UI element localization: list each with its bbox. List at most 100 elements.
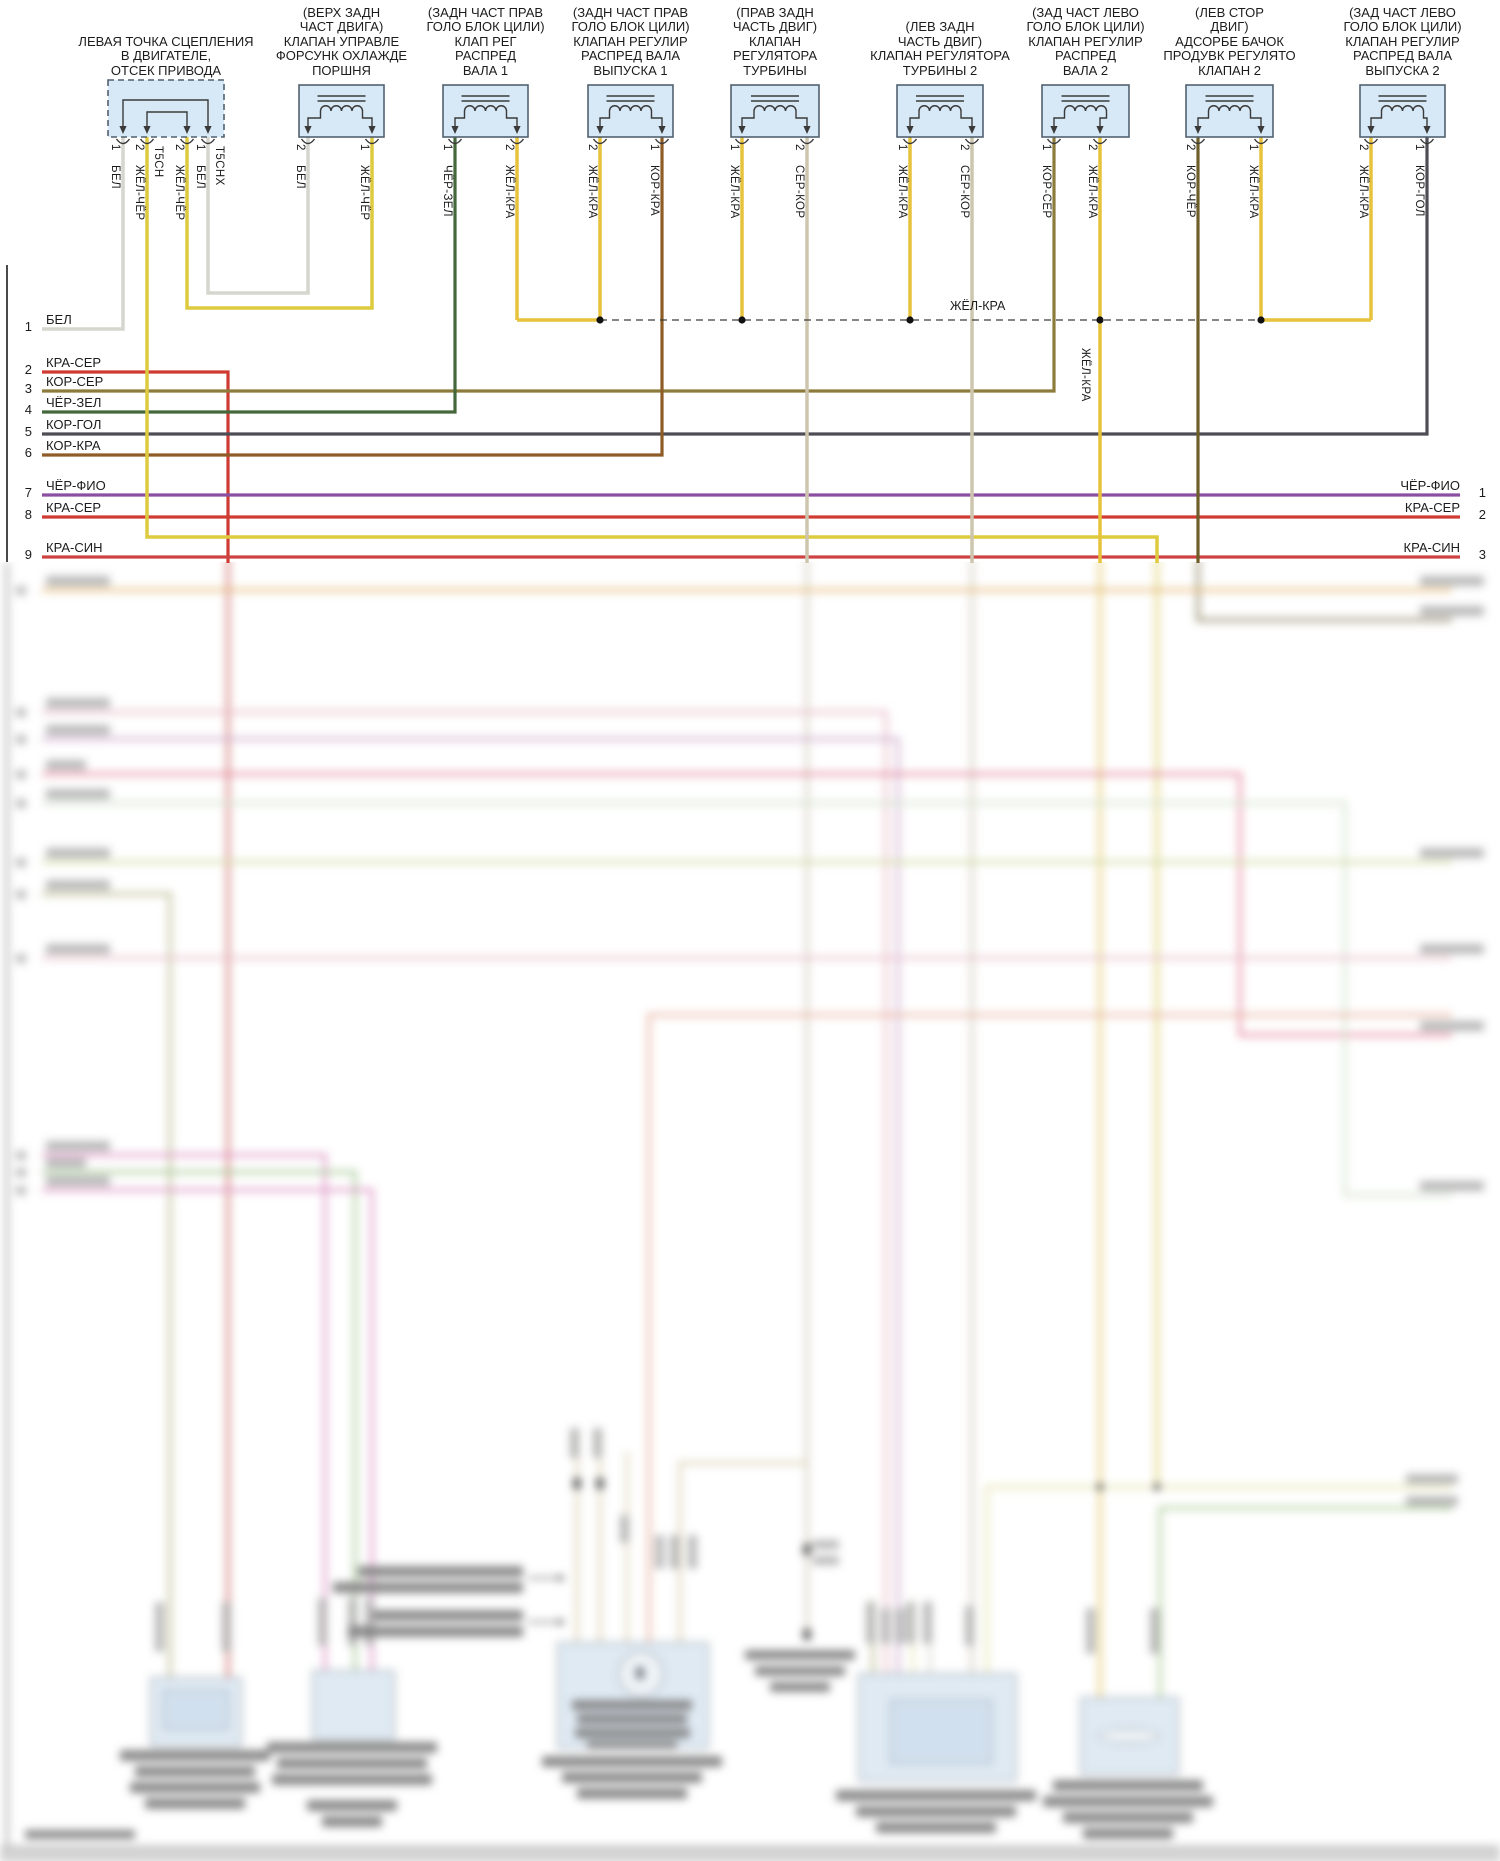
pin-arrow-icon: [119, 126, 127, 134]
blurred-wire-label: [46, 848, 110, 858]
connector-arc-icon: [1190, 138, 1206, 145]
blurred-wire-label: [1420, 576, 1484, 586]
blurred-wire: [1158, 1506, 1452, 1697]
wire-color-label: ЧЁР-ЗЕЛ: [441, 165, 453, 217]
blurred-text-line: [745, 1650, 855, 1660]
blurred-wire-label: [46, 789, 110, 799]
wire-color-label: ЖЁЛ-ЧЁР: [133, 165, 145, 221]
wire-color-label: БЕЛ: [109, 165, 121, 189]
bottom-connector-box: [312, 1670, 395, 1740]
component-title: (ПРАВ ЗАДН ЧАСТЬ ДВИГ) КЛАПАН РЕГУЛЯТОРА…: [732, 4, 818, 78]
left-row-wire-label: ЧЁР-ФИО: [46, 478, 106, 493]
pin-number: 1: [648, 144, 660, 151]
pin-number: 1: [109, 144, 121, 151]
coil-core-icon: [751, 95, 799, 102]
component-box: [107, 79, 225, 138]
component-title: (ЛЕВ СТОР ДВИГ) АДСОРБЕ БАЧОК ПРОДУВК РЕ…: [1163, 4, 1296, 78]
blurred-text-line: [358, 1566, 523, 1577]
pin-number: 2: [294, 144, 306, 151]
wire-KOR_GOL: [42, 137, 1429, 436]
connector-arc-icon: [799, 138, 815, 145]
sensor-symbol-icon: [1098, 1728, 1160, 1744]
connector-arc-icon: [1092, 138, 1108, 145]
annotation-arrowhead-icon: [558, 1574, 566, 1582]
wire-color-label: КОР-ГОЛ: [1413, 165, 1425, 217]
blurred-wire: [678, 1461, 807, 1642]
right-row-wire-label: КРА-СИН: [1403, 540, 1461, 555]
left-row-wire-label: КОР-ГОЛ: [46, 417, 102, 432]
component-title: (ЗАД ЧАСТ ЛЕВО ГОЛО БЛОК ЦИЛИ) КЛАПАН РЕ…: [1026, 4, 1145, 78]
pin-arrow-icon: [204, 126, 212, 134]
connector-arc-icon: [1046, 138, 1062, 145]
blurred-text-line: [1043, 1796, 1213, 1807]
left-row-number: 5: [24, 424, 32, 439]
blurred-wire: [647, 1013, 1452, 1642]
blurred-text-line: [307, 1800, 397, 1811]
blurred-wire-label: [46, 1176, 110, 1186]
blurred-wire-label: [46, 760, 86, 770]
pin-arrow-icon: [143, 126, 151, 134]
blurred-wire-label: [1420, 1021, 1484, 1031]
left-row-wire-label: КОР-КРА: [46, 438, 101, 453]
blurred-text-line: [575, 1728, 690, 1738]
blurred-wire-label: [348, 1598, 357, 1646]
pin-number: 1: [1413, 144, 1425, 151]
pin-number: 2: [1357, 144, 1369, 151]
wire-color-label: ЖЁЛ-КРА: [1247, 165, 1259, 219]
blurred-wire-label: [593, 1428, 602, 1458]
connector-arc-icon: [509, 138, 525, 145]
coil-winding-icon: [1380, 105, 1425, 112]
blurred-wire-label: [895, 1608, 904, 1644]
bus-junction-dot: [596, 316, 604, 324]
left-row-wire-label: БЕЛ: [46, 312, 72, 327]
blurred-lower-section: [0, 562, 1500, 1861]
left-row-number: 6: [24, 445, 32, 460]
wire-BEL: [206, 137, 310, 295]
blurred-wire-label: [1420, 848, 1484, 858]
blurred-wire-label: [46, 725, 110, 735]
blurred-text-line: [587, 1741, 677, 1749]
connector-arc-icon: [592, 138, 608, 145]
blurred-wire-label: [155, 1602, 164, 1652]
blurred-text-line: [1053, 1780, 1203, 1791]
bus-junction-dot: [738, 316, 746, 324]
bus-junction-dot: [1096, 316, 1104, 324]
blurred-wire-label: [16, 1168, 26, 1177]
pin-arrow-icon: [596, 126, 604, 134]
coil-lead: [361, 111, 373, 127]
wire-color-label: ЖЁЛ-ЧЁР: [173, 165, 185, 221]
connector-arc-icon: [1363, 138, 1379, 145]
left-row-number: 7: [24, 485, 32, 500]
blurred-text-line: [1063, 1812, 1193, 1823]
blurred-wire-label: [16, 954, 26, 963]
pin-number: 1: [896, 144, 908, 151]
right-row-number: 1: [1478, 485, 1486, 500]
connector-arc-icon: [964, 138, 980, 145]
left-row-number: 2: [24, 362, 32, 377]
left-row-wire-label: КРА-СИН: [46, 540, 103, 555]
coil-lead: [960, 111, 973, 127]
blurred-text-line: [562, 1772, 702, 1783]
wire-color-label: СЕР-КОР: [958, 165, 970, 219]
coil-lead: [1197, 111, 1210, 127]
pin-number: 2: [586, 144, 598, 151]
pin-number: 2: [503, 144, 515, 151]
blurred-wire-label: [813, 1540, 839, 1549]
pin-number: 2: [1086, 144, 1098, 151]
wire-color-label: ЖЁЛ-КРА: [1086, 165, 1098, 219]
blurred-text-line: [856, 1806, 1016, 1817]
blurred-wire-label: [46, 944, 110, 954]
blurred-wire-label: [46, 576, 110, 586]
blurred-wire-label: [1420, 944, 1484, 954]
blurred-content: [0, 562, 1500, 1861]
wire-color-label: ЖЁЛ-КРА: [1357, 165, 1369, 219]
pin-arrow-icon: [906, 126, 914, 134]
wire-color-label: БЕЛ: [294, 165, 306, 189]
blurred-wire-label: [46, 1158, 86, 1168]
page-border-left-lower: [6, 562, 8, 1846]
coil-lead: [1370, 111, 1383, 127]
circuit-id-label: T5CHX: [213, 146, 225, 186]
wire-color-label: КОР-КРА: [648, 165, 660, 217]
coil-lead: [599, 111, 611, 127]
